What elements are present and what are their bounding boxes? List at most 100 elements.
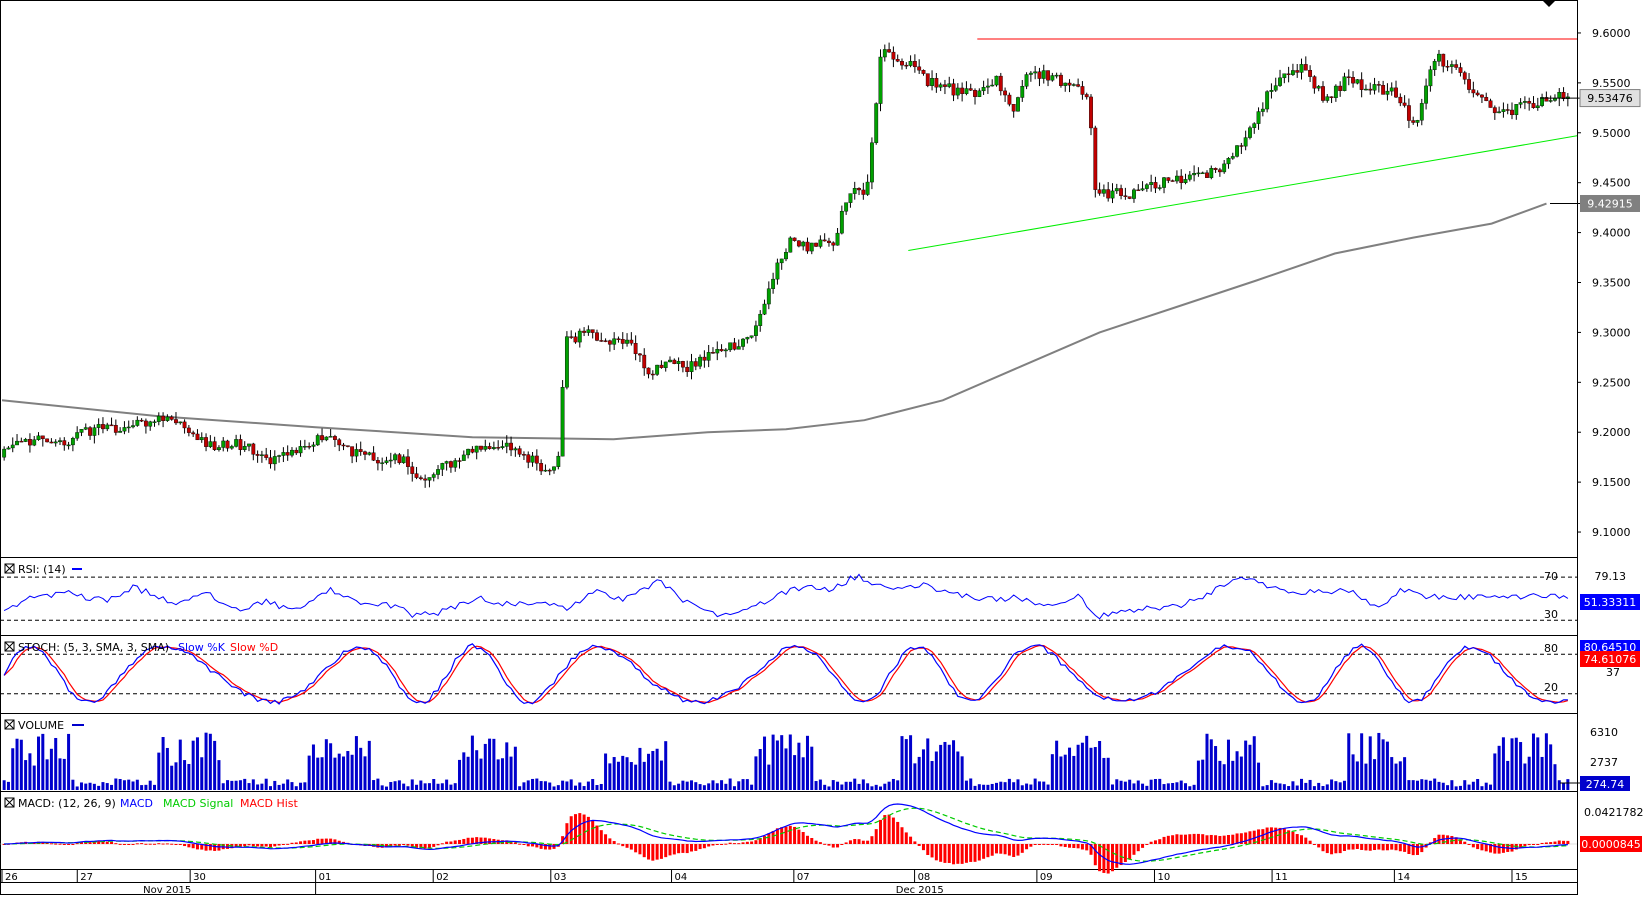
candle: [1295, 64, 1300, 78]
macd-hist-bar: [1123, 844, 1127, 863]
candle-body: [1355, 79, 1360, 84]
candle-body: [1059, 74, 1063, 86]
macd-hist-bar: [591, 820, 595, 844]
volume-bar: [1274, 782, 1278, 790]
candle-body: [526, 454, 531, 463]
volume-bar: [1433, 778, 1437, 790]
candle-body: [1183, 179, 1188, 183]
volume-bar: [58, 758, 62, 790]
volume-bar: [415, 784, 419, 790]
candle: [272, 450, 277, 471]
moving-average-line: [1, 202, 1547, 441]
volume-bar: [1338, 782, 1342, 790]
candle-body: [680, 361, 685, 368]
macd-hist-bar: [823, 843, 827, 845]
volume-bar: [1300, 778, 1304, 790]
volume-bar: [445, 779, 449, 790]
candle: [49, 438, 54, 444]
rsi-value-tag: 51.33311: [1580, 594, 1640, 610]
stoch-k-value-box: [1580, 640, 1640, 654]
candle-body: [15, 440, 19, 446]
candle-body: [1123, 195, 1128, 197]
candle: [943, 79, 947, 95]
candle: [998, 72, 1003, 96]
volume-bar: [174, 762, 178, 790]
volume-bar: [767, 764, 771, 790]
candle-body: [1132, 189, 1136, 199]
candle: [229, 444, 234, 450]
macd-hist-bar: [548, 844, 552, 850]
volume-bar: [32, 765, 36, 790]
candle: [440, 462, 445, 477]
candle-body: [796, 240, 801, 247]
candle: [449, 460, 453, 473]
candle: [985, 78, 990, 94]
macd-hist-bar: [268, 844, 272, 848]
candle: [784, 248, 788, 262]
candle: [1166, 177, 1171, 184]
candle-body: [345, 445, 350, 447]
macd-hist-bar: [1205, 835, 1209, 844]
candle-body: [1084, 94, 1089, 98]
volume-bar: [183, 760, 187, 790]
macd-hist-bar: [462, 838, 466, 844]
macd-hist-bar: [1102, 844, 1106, 873]
volume-bar: [363, 756, 367, 790]
volume-bar: [754, 756, 758, 790]
candle: [350, 446, 355, 464]
macd-hist-bar: [874, 829, 878, 844]
candle: [1480, 94, 1484, 103]
candle: [234, 434, 239, 448]
volume-bar: [939, 744, 943, 790]
macd-hist-bar: [1368, 844, 1372, 851]
volume-bar: [1239, 756, 1243, 790]
candle-body: [199, 437, 204, 441]
candle-body: [943, 84, 947, 87]
volume-bar: [1342, 780, 1346, 790]
candle-body: [620, 339, 625, 344]
candle-body: [40, 435, 45, 440]
candle: [1290, 63, 1295, 76]
volume-bar: [496, 759, 500, 790]
candle: [822, 233, 827, 242]
candle-body: [272, 456, 277, 465]
candle: [178, 421, 183, 425]
macd-hist-bar: [432, 844, 436, 847]
volume-bar: [1450, 780, 1454, 790]
volume-bar: [376, 778, 380, 790]
candle: [105, 422, 110, 432]
candle-body: [985, 85, 990, 88]
macd-hist-bar: [286, 843, 290, 845]
day-label: 02: [436, 872, 449, 883]
candle: [10, 437, 15, 453]
candle: [268, 449, 273, 469]
stoch-panel: [0, 643, 1577, 705]
macd-hist-bar: [629, 844, 633, 850]
macd-value-tag: 0.0000845: [1580, 836, 1642, 852]
candle: [139, 418, 144, 423]
candle: [616, 336, 621, 343]
volume-bar: [161, 737, 165, 790]
volume-bar: [92, 783, 96, 790]
macd-hist-bar: [144, 843, 148, 845]
macd-hist-bar: [161, 843, 165, 845]
macd-hist-bar: [767, 833, 771, 844]
candle: [1411, 116, 1416, 125]
macd-hist-bar: [174, 844, 178, 845]
candle: [938, 82, 943, 92]
candle-body: [302, 446, 307, 448]
volume-bar: [419, 780, 423, 790]
stoch-d-value-label: 74.61076: [1584, 653, 1637, 666]
candle-body: [1243, 137, 1248, 147]
macd-hist-bar: [118, 843, 122, 845]
candle-body: [814, 242, 818, 247]
macd-hist-bar: [105, 841, 109, 844]
candle: [663, 361, 668, 372]
volume-bar: [19, 739, 23, 790]
candle: [1372, 77, 1377, 95]
volume-bar: [101, 782, 105, 790]
candle-body: [1467, 79, 1471, 90]
macd-hist-bar: [135, 843, 139, 845]
macd-hist-bar: [157, 843, 161, 845]
